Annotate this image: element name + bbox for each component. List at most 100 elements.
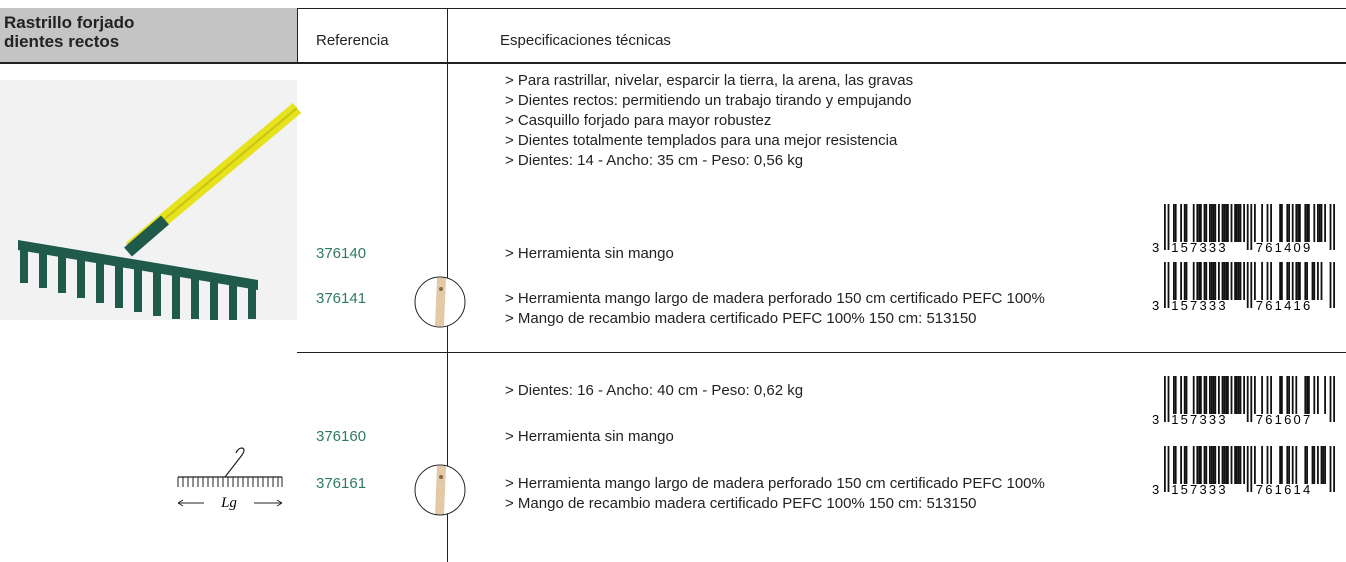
barcode-bar (1320, 204, 1323, 242)
barcode-bar (1205, 446, 1208, 484)
barcode-bar (1304, 376, 1307, 414)
barcode-bar (1291, 262, 1294, 300)
barcode-bar (1185, 446, 1188, 484)
barcode-bar (1185, 262, 1188, 300)
barcode-bar (1286, 204, 1289, 242)
barcode-bar (1250, 204, 1253, 250)
barcode-bar (1225, 262, 1227, 300)
barcode-bar (1304, 204, 1307, 242)
barcode-bar (1209, 204, 1211, 242)
spec-line: > Herramienta sin mango (505, 428, 674, 445)
barcode-bar (1246, 446, 1249, 492)
barcode-bar (1306, 376, 1308, 414)
barcode-bar (1295, 262, 1298, 300)
barcode-bar (1173, 204, 1175, 242)
barcode-bar (1333, 446, 1335, 492)
barcode-bar (1329, 446, 1332, 492)
title-line: dientes rectos (4, 32, 120, 51)
barcode-bar (1317, 262, 1319, 300)
reference: 376160 (316, 428, 367, 445)
barcode-bar (1183, 446, 1186, 484)
barcode-bar (1203, 376, 1206, 414)
barcode-bar (1225, 204, 1227, 242)
diagram-label: Lg (220, 495, 237, 511)
barcode-bar (1246, 376, 1249, 422)
barcode-bar (1218, 262, 1220, 300)
section-rule (297, 352, 1346, 353)
barcode-bar (1306, 204, 1308, 242)
barcode-bar (1173, 262, 1175, 300)
barcode-bar (1183, 204, 1186, 242)
barcode-bar (1250, 262, 1253, 308)
barcode-bar (1306, 446, 1308, 484)
barcode: 3 157333 761416 (1152, 262, 1335, 313)
barcode-bar (1313, 262, 1316, 300)
reference: 376140 (316, 245, 367, 262)
barcode-bar (1173, 446, 1175, 484)
barcode-bar (1266, 446, 1269, 484)
barcode: 3 157333 761607 (1152, 376, 1335, 427)
barcode-bar (1223, 376, 1226, 414)
barcode-bar (1239, 376, 1242, 414)
barcode-bar (1318, 204, 1321, 242)
barcode-bar (1281, 204, 1283, 242)
barcode-bar (1304, 262, 1307, 300)
barcode-bar (1291, 204, 1294, 242)
barcode-bar (1196, 446, 1199, 484)
barcode-bar (1324, 376, 1326, 414)
barcode-bar (1192, 376, 1195, 414)
barcode-bar (1174, 376, 1177, 414)
barcode-bar (1322, 446, 1325, 484)
barcode-bar (1261, 262, 1263, 300)
reference: 376141 (316, 290, 367, 307)
barcode-bar (1173, 376, 1175, 414)
rake-photo (0, 80, 302, 320)
barcode-bar (1254, 376, 1256, 414)
column-header: Especificaciones técnicas (500, 32, 671, 49)
barcode-bar (1212, 446, 1215, 484)
barcode-bar (1234, 376, 1236, 414)
barcode-bar (1246, 262, 1249, 308)
barcode-bar (1198, 446, 1200, 484)
barcode-bar (1281, 262, 1283, 300)
barcode-bar (1286, 262, 1289, 300)
barcode-bar (1185, 376, 1188, 414)
barcode-digits: 761607 (1256, 412, 1313, 427)
barcode-bar (1288, 262, 1290, 300)
barcode-bar (1288, 446, 1290, 484)
barcode-digits: 3 (1152, 298, 1161, 313)
barcode-digits: 3 (1152, 482, 1161, 497)
barcode-bar (1192, 204, 1195, 242)
barcode-bar (1164, 376, 1166, 422)
barcode-bar (1286, 376, 1289, 414)
barcode-bar (1174, 204, 1177, 242)
barcode-bar (1270, 376, 1272, 414)
barcode-bar (1297, 204, 1299, 242)
barcode-bar (1205, 204, 1208, 242)
barcode-bar (1324, 204, 1326, 242)
barcode-bar (1279, 376, 1281, 414)
barcode-bar (1227, 376, 1229, 414)
barcode-bar (1281, 446, 1283, 484)
barcode-bar (1210, 446, 1213, 484)
barcode-bar (1295, 446, 1298, 484)
barcode-bar (1185, 204, 1188, 242)
barcode-bar (1306, 262, 1308, 300)
barcode-bar (1167, 204, 1170, 250)
barcode-bar (1288, 204, 1290, 242)
barcode-bar (1205, 376, 1208, 414)
barcode-bar (1234, 262, 1236, 300)
barcode-bar (1200, 376, 1202, 414)
barcode-bar (1230, 204, 1233, 242)
barcode-bar (1243, 204, 1245, 242)
barcode-bar (1227, 204, 1229, 242)
barcode-bar (1270, 262, 1272, 300)
barcode-bar (1209, 262, 1211, 300)
product-title: Rastrillo forjado dientes rectos (4, 13, 134, 51)
barcode-bar (1243, 262, 1245, 300)
barcode-bar (1218, 446, 1220, 484)
barcode-digits: 157333 (1171, 412, 1228, 427)
spec-line: > Mango de recambio madera certificado P… (505, 495, 977, 512)
barcode-bar (1295, 376, 1298, 414)
